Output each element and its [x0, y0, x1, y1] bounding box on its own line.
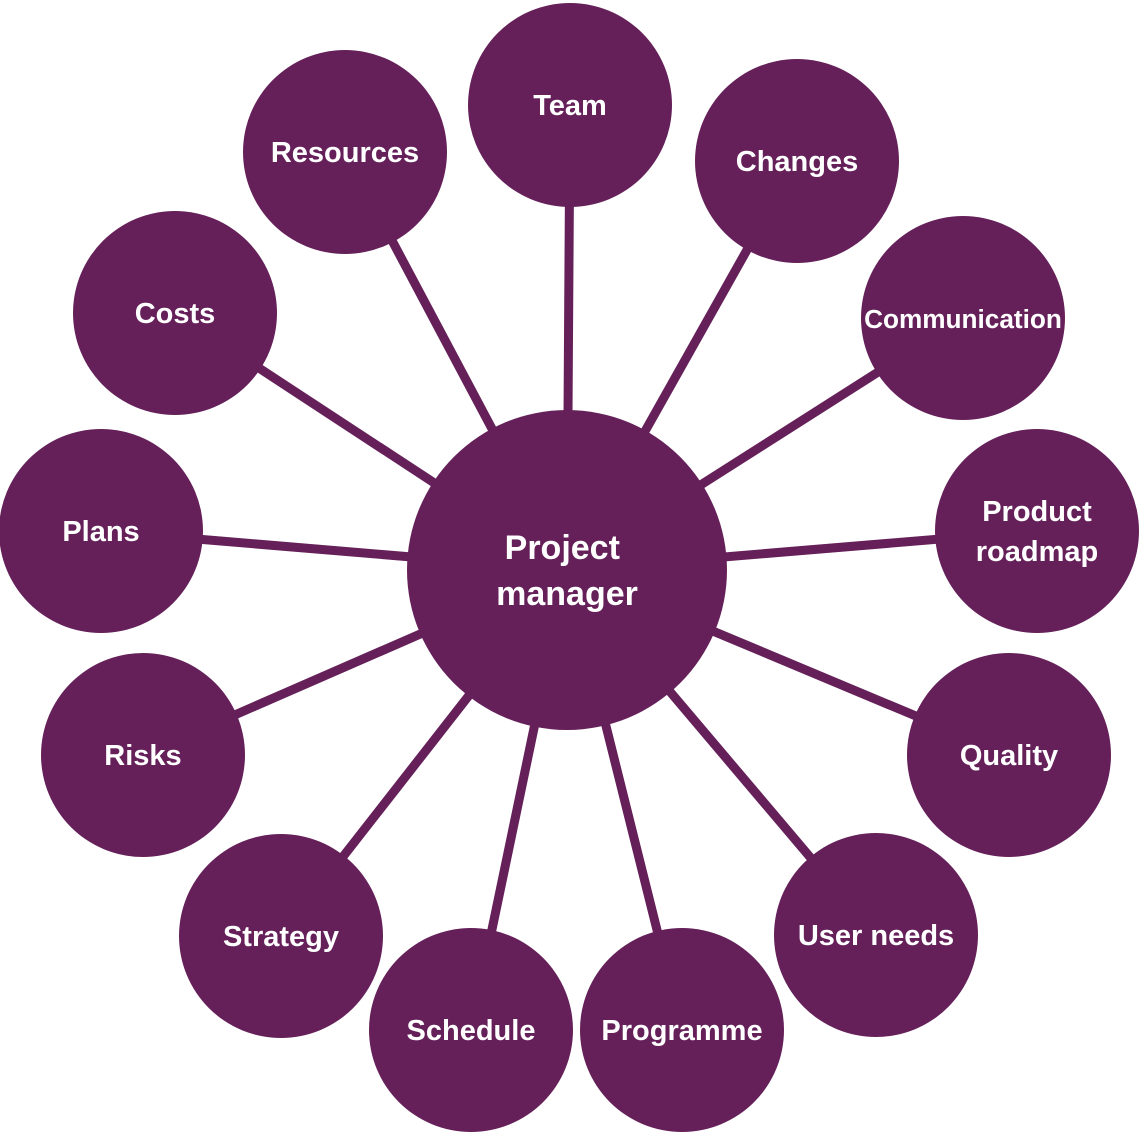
node-label-resources: Resources: [271, 137, 419, 169]
node-label-product-roadmap: Product roadmap: [976, 496, 1098, 568]
node-quality: Quality: [907, 653, 1111, 857]
node-changes: Changes: [695, 59, 899, 263]
node-label-line: User needs: [798, 920, 954, 952]
node-label-programme: Programme: [601, 1015, 762, 1047]
node-strategy: Strategy: [179, 834, 383, 1038]
node-label-line: Risks: [104, 740, 181, 772]
node-label-line: Schedule: [407, 1015, 536, 1047]
node-risks: Risks: [41, 653, 245, 857]
node-label-team: Team: [533, 90, 607, 122]
node-label-quality: Quality: [960, 740, 1058, 772]
node-circle-product-roadmap: [935, 429, 1139, 633]
node-user-needs: User needs: [774, 833, 978, 1037]
node-label-line: Programme: [601, 1015, 762, 1047]
node-label-line: Costs: [135, 298, 216, 330]
node-label-line: Quality: [960, 740, 1058, 772]
node-label-changes: Changes: [736, 146, 858, 178]
node-circle-programme: [580, 928, 784, 1132]
node-resources: Resources: [243, 50, 447, 254]
node-circle-quality: [907, 653, 1111, 857]
outer-nodes: Team Changes Communication Product roadmap Qu…: [0, 3, 1139, 1132]
center-node: Project manager: [407, 410, 727, 730]
node-circle-team: [468, 3, 672, 207]
node-label-costs: Costs: [135, 298, 216, 330]
node-label-line: Strategy: [223, 921, 339, 953]
node-label-strategy: Strategy: [223, 921, 339, 953]
node-label-line: Plans: [62, 516, 139, 548]
node-label-line: Communication: [864, 304, 1062, 334]
node-label-line: Product: [982, 496, 1092, 528]
node-label-schedule: Schedule: [407, 1015, 536, 1047]
center-label: Project manager: [496, 529, 638, 613]
center-circle: [407, 410, 727, 730]
node-circle-changes: [695, 59, 899, 263]
node-label-communication: Communication: [864, 304, 1062, 334]
node-communication: Communication: [861, 216, 1065, 420]
node-circle-communication: [861, 216, 1065, 420]
center-label-line-1: Project: [505, 529, 620, 567]
center-label-line-2: manager: [496, 575, 638, 613]
node-circle-risks: [41, 653, 245, 857]
node-circle-resources: [243, 50, 447, 254]
node-label-line: Team: [533, 90, 607, 122]
node-label-line: Changes: [736, 146, 858, 178]
node-label-risks: Risks: [104, 740, 181, 772]
node-circle-user-needs: [774, 833, 978, 1037]
node-label-plans: Plans: [62, 516, 139, 548]
node-label-line: Resources: [271, 137, 419, 169]
node-circle-costs: [73, 211, 277, 415]
node-plans: Plans: [0, 429, 203, 633]
node-label-line: roadmap: [976, 536, 1098, 568]
node-schedule: Schedule: [369, 928, 573, 1132]
node-product-roadmap: Product roadmap: [935, 429, 1139, 633]
node-costs: Costs: [73, 211, 277, 415]
node-programme: Programme: [580, 928, 784, 1132]
node-circle-strategy: [179, 834, 383, 1038]
node-team: Team: [468, 3, 672, 207]
node-circle-schedule: [369, 928, 573, 1132]
node-label-user-needs: User needs: [798, 920, 954, 952]
node-circle-plans: [0, 429, 203, 633]
